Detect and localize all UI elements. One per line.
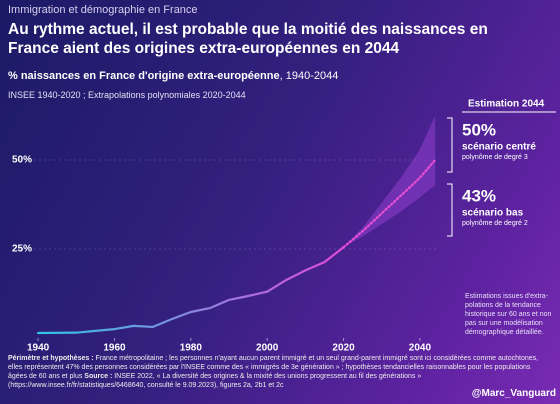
title: France aient des origines extra-européen… <box>8 40 400 57</box>
x-tick-label: 2020 <box>332 343 355 354</box>
x-tick-label: 2040 <box>409 343 432 354</box>
annotation-value: 43% <box>462 186 496 205</box>
annotation-value: 50% <box>462 120 496 139</box>
footnote: Périmètre et hypothèses : France métropo… <box>8 354 548 390</box>
title: Au rythme actuel, il est probable que la… <box>8 21 488 38</box>
subtitle-rest: , 1940-2044 <box>279 70 339 82</box>
subtitle: % naissances en France d'origine extra-e… <box>8 70 338 82</box>
forecast-band <box>343 115 436 248</box>
footnote-label: Périmètre et hypothèses : <box>8 355 94 362</box>
y-tick-label: 50% <box>12 155 32 166</box>
footnote-text: France métropolitaine ; les personnes n'… <box>8 355 539 380</box>
footnote-label: Source : <box>84 373 113 380</box>
history-line <box>36 246 345 335</box>
source-line: INSEE 1940-2020 ; Extrapolations polynom… <box>8 90 246 100</box>
forecast-line <box>342 158 437 249</box>
credit: @Marc_Vanguard <box>471 388 556 399</box>
annotation-label: scénario bas <box>462 208 524 219</box>
annotation-title: Estimation 2044 <box>468 99 545 110</box>
annotation-method: polynôme de degré 3 <box>462 154 528 161</box>
bracket <box>447 117 453 173</box>
y-tick-label: 25% <box>12 244 32 255</box>
footnote-text: INSEE 2022, « La diversité des origines … <box>8 373 422 389</box>
subtitle-bold: % naissances en France d'origine extra-e… <box>8 70 280 82</box>
annotation-label: scénario centré <box>462 142 536 153</box>
x-tick-label: 1960 <box>103 343 126 354</box>
bracket <box>447 183 453 237</box>
x-tick-label: 1940 <box>27 343 50 354</box>
x-tick-label: 1980 <box>180 343 203 354</box>
x-tick-label: 2000 <box>256 343 279 354</box>
kicker: Immigration et démographie en France <box>8 4 198 16</box>
note: Estimations issues d'extra-polations de … <box>465 293 552 336</box>
annotation-method: polynôme de degré 2 <box>462 220 528 227</box>
